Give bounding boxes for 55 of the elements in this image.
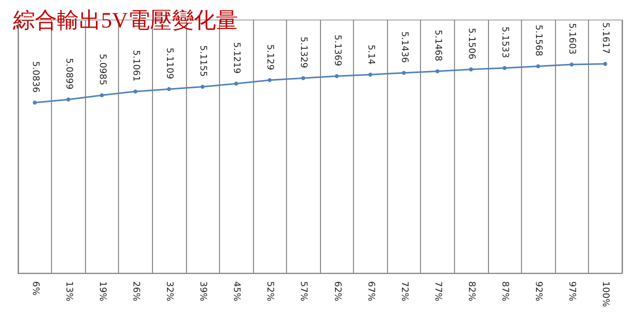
x-tick-label: 100% — [600, 281, 610, 308]
x-tick-label: 77% — [432, 281, 442, 302]
point — [66, 98, 70, 102]
data-label: 5.1219 — [231, 42, 242, 74]
point — [268, 78, 272, 82]
point — [469, 67, 473, 72]
x-tick-label: 97% — [566, 281, 577, 302]
data-label: 5.1061 — [130, 50, 140, 82]
data-label: 5.1329 — [298, 36, 308, 68]
point — [570, 62, 574, 67]
point — [435, 69, 440, 74]
x-tick-label: 6% — [30, 281, 40, 296]
x-tick-label: 39% — [198, 281, 208, 302]
x-tick-label: 82% — [466, 281, 476, 302]
point — [133, 89, 138, 94]
point — [301, 76, 306, 80]
point — [234, 82, 238, 86]
point — [536, 64, 540, 68]
x-tick-label: 26% — [130, 281, 140, 302]
data-label: 5.0985 — [96, 54, 107, 86]
data-label: 5.1155 — [198, 45, 208, 77]
x-tick-label: 92% — [533, 281, 544, 302]
data-label: 5.14 — [365, 44, 376, 65]
data-label: 5.1109 — [164, 48, 174, 80]
data-label: 5.0899 — [63, 58, 74, 90]
data-label: 5.1436 — [398, 31, 409, 64]
x-tick-label: 45% — [231, 281, 242, 302]
x-tick-label: 72% — [398, 281, 409, 302]
data-label: 5.1617 — [600, 22, 610, 54]
data-label: 5.1603 — [566, 23, 577, 55]
data-label: 5.1506 — [466, 28, 476, 60]
x-tick-label: 57% — [298, 281, 308, 302]
point — [334, 74, 339, 78]
x-tick-label: 62% — [332, 281, 342, 302]
point — [100, 93, 104, 98]
x-tick-label: 19% — [96, 281, 107, 302]
data-label: 5.129 — [264, 44, 275, 70]
point — [368, 72, 372, 77]
data-label: 5.0836 — [30, 61, 40, 93]
point — [167, 87, 171, 92]
point — [603, 62, 608, 66]
data-label: 5.1568 — [533, 24, 544, 57]
chart-title: 綜合輸出5V電壓變化量 — [12, 8, 238, 32]
point — [502, 66, 507, 70]
point — [32, 100, 37, 105]
x-tick-label: 67% — [365, 281, 376, 302]
data-label: 5.1468 — [432, 30, 442, 62]
point — [200, 84, 205, 89]
data-label: 5.1533 — [500, 26, 510, 58]
point — [402, 70, 406, 75]
x-tick-label: 52% — [264, 281, 275, 302]
x-tick-label: 32% — [164, 281, 174, 302]
x-tick-label: 87% — [500, 281, 510, 302]
x-tick-label: 13% — [63, 281, 74, 302]
data-label: 5.1369 — [332, 34, 342, 66]
